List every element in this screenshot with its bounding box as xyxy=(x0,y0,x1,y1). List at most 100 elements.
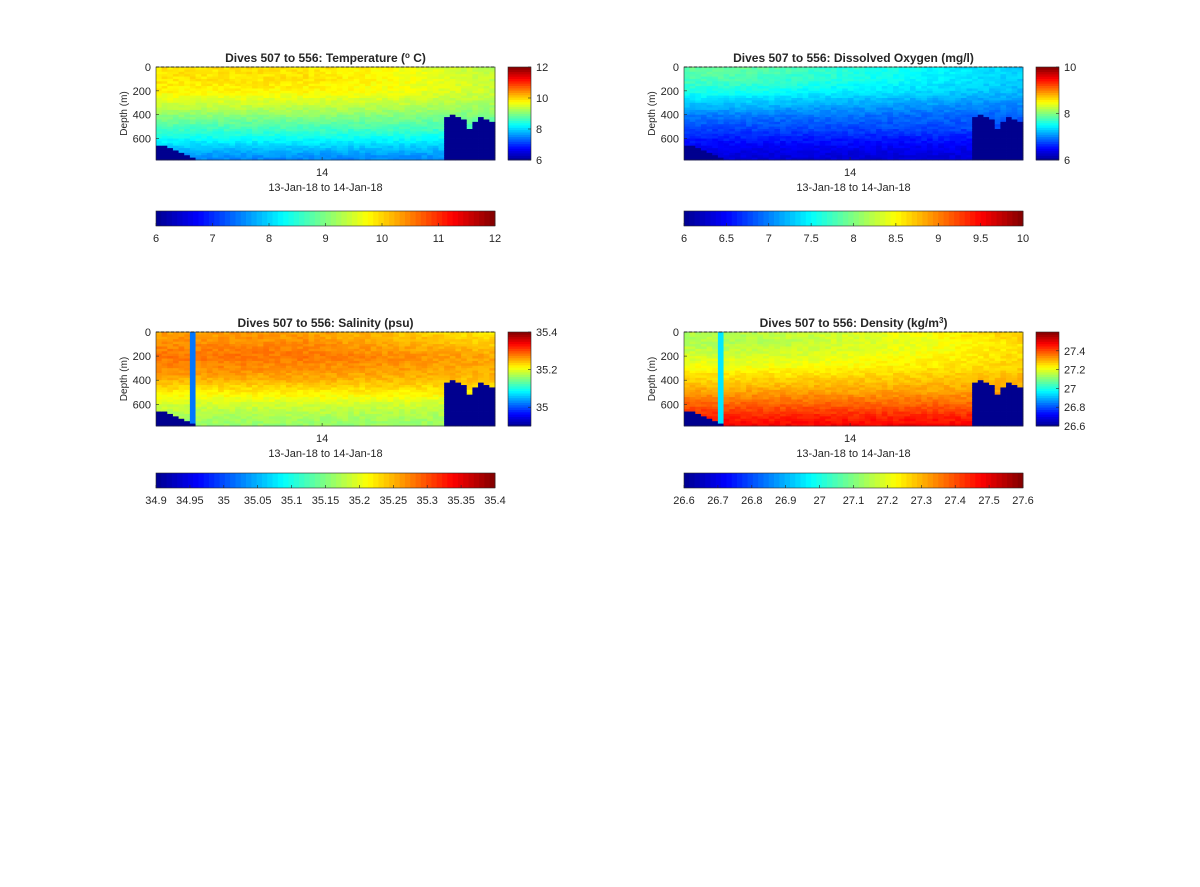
heatmap-cell xyxy=(365,67,372,70)
heatmap-cell xyxy=(235,83,242,87)
heatmap-cell xyxy=(365,138,372,142)
heatmap-cell xyxy=(994,107,1001,111)
heatmap-cell xyxy=(466,67,473,70)
heatmap-cell xyxy=(195,78,202,82)
heatmap-cell xyxy=(229,90,236,94)
heatmap-cell xyxy=(291,74,298,77)
heatmap-cell xyxy=(466,71,473,75)
heatmap-cell xyxy=(684,112,691,116)
heatmap-cell xyxy=(404,90,411,94)
heatmap-cell xyxy=(189,81,196,85)
heatmap-cell xyxy=(472,129,479,132)
heatmap-cell xyxy=(206,157,213,161)
heatmap-cell xyxy=(712,155,719,159)
heatmap-cell xyxy=(466,83,473,87)
heatmap-cell xyxy=(387,98,394,101)
heatmap-cell xyxy=(398,81,405,85)
heatmap-cell xyxy=(410,71,417,75)
heatmap-cell xyxy=(904,157,911,161)
heatmap-cell xyxy=(994,150,1001,154)
heatmap-cell xyxy=(438,105,445,108)
heatmap-cell xyxy=(359,157,366,161)
heatmap-cell xyxy=(994,155,1001,159)
heatmap-cell xyxy=(966,90,973,94)
heatmap-cell xyxy=(746,131,753,135)
heatmap-cell xyxy=(331,131,338,135)
heatmap-cell xyxy=(252,78,259,82)
heatmap-cell xyxy=(235,109,242,113)
heatmap-cell xyxy=(415,133,422,137)
heatmap-cell xyxy=(989,83,996,87)
colorbar-segment xyxy=(426,211,432,226)
heatmap-cell xyxy=(825,78,832,82)
heatmap-cell xyxy=(421,114,428,118)
heatmap-cell xyxy=(206,136,213,139)
heatmap-cell xyxy=(695,67,702,70)
heatmap-cell xyxy=(172,148,179,151)
heatmap-cell xyxy=(785,98,792,101)
heatmap-cell xyxy=(921,105,928,108)
heatmap-cell xyxy=(813,74,820,77)
heatmap-cell xyxy=(449,100,456,104)
heatmap-cell xyxy=(201,126,208,130)
heatmap-cell xyxy=(887,117,894,120)
heatmap-cell xyxy=(983,102,990,106)
heatmap-cell xyxy=(1011,124,1018,128)
heatmap-cell xyxy=(156,356,163,359)
heatmap-cell xyxy=(218,138,225,142)
heatmap-cell xyxy=(966,76,973,80)
heatmap-cell xyxy=(734,69,741,73)
heatmap-cell xyxy=(308,105,315,108)
heatmap-cell xyxy=(415,76,422,80)
heatmap-cell xyxy=(893,157,900,161)
heatmap-cell xyxy=(178,90,185,94)
heatmap-cell xyxy=(989,90,996,94)
heatmap-cell xyxy=(348,95,355,99)
heatmap-cell xyxy=(853,100,860,104)
heatmap-cell xyxy=(297,109,304,113)
heatmap-cell xyxy=(921,143,928,147)
heatmap-cell xyxy=(235,98,242,101)
heatmap-cell xyxy=(455,71,462,75)
colorbar-tick-label: 9 xyxy=(322,233,328,245)
heatmap-cell xyxy=(432,157,439,161)
heatmap-cell xyxy=(836,76,843,80)
heatmap-cell xyxy=(932,93,939,97)
heatmap-cell xyxy=(314,152,321,156)
heatmap-cell xyxy=(830,69,837,73)
heatmap-cell xyxy=(717,117,724,120)
heatmap-cell xyxy=(466,102,473,106)
heatmap-cell xyxy=(876,83,883,87)
heatmap-cell xyxy=(189,90,196,94)
heatmap-cell xyxy=(785,121,792,125)
colorbar-segment xyxy=(224,211,231,226)
colorbar-segment xyxy=(1012,211,1019,226)
heatmap-cell xyxy=(960,93,967,97)
heatmap-cell xyxy=(926,71,933,75)
heatmap-cell xyxy=(926,124,933,128)
heatmap-cell xyxy=(898,81,905,85)
heatmap-cell xyxy=(331,100,338,104)
heatmap-cell xyxy=(819,67,826,70)
heatmap-cell xyxy=(348,155,355,159)
heatmap-cell xyxy=(393,76,400,80)
heatmap-cell xyxy=(167,71,174,75)
heatmap-cell xyxy=(410,107,417,111)
heatmap-cell xyxy=(791,119,798,123)
heatmap-cell xyxy=(774,117,781,120)
heatmap-cell xyxy=(797,143,804,147)
heatmap-cell xyxy=(887,133,894,137)
heatmap-cell xyxy=(189,145,196,149)
heatmap-cell xyxy=(404,67,411,70)
heatmap-cell xyxy=(881,148,888,151)
heatmap-cell xyxy=(729,126,736,130)
heatmap-cell xyxy=(729,67,736,70)
heatmap-cell xyxy=(926,140,933,144)
heatmap-cell xyxy=(348,83,355,87)
heatmap-cell xyxy=(359,93,366,97)
heatmap-cell xyxy=(887,121,894,125)
heatmap-cell xyxy=(314,131,321,135)
heatmap-cell xyxy=(949,133,956,137)
heatmap-cell xyxy=(853,78,860,82)
heatmap-cell xyxy=(455,126,462,130)
